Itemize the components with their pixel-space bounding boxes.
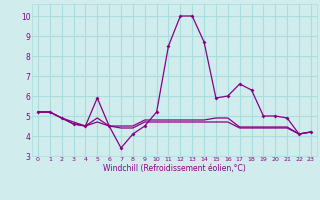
- X-axis label: Windchill (Refroidissement éolien,°C): Windchill (Refroidissement éolien,°C): [103, 164, 246, 173]
